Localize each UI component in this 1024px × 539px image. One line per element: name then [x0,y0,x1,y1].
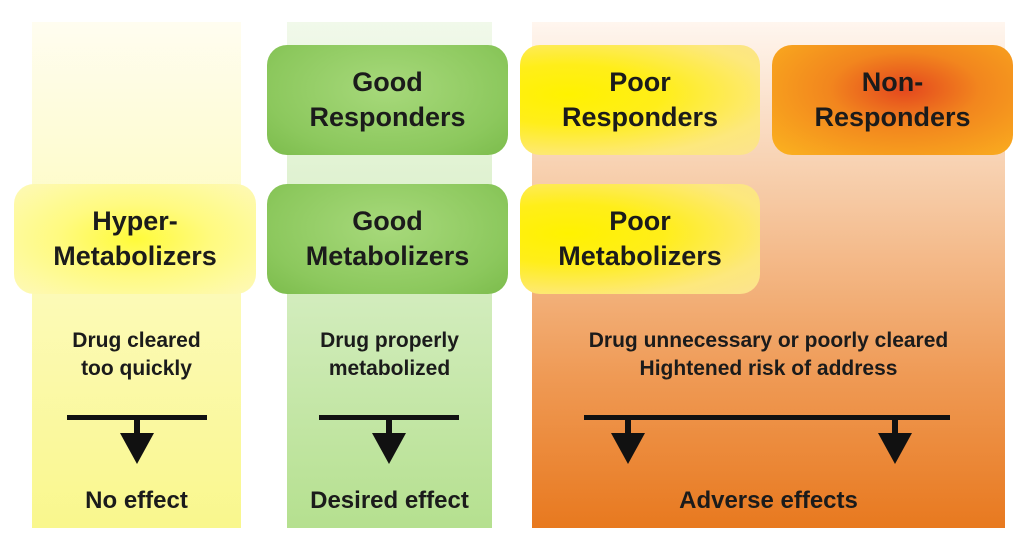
desired-effect-label: Desired effect [310,487,469,514]
hyper-metabolizers-box: Hyper- Metabolizers [14,184,256,294]
hyper-arrow [67,415,207,464]
good-responders-box: Good Responders [267,45,508,155]
hyper-description: Drug cleared too quickly [72,329,201,380]
no-effect-label: No effect [85,487,188,514]
good-arrow [319,415,459,464]
poor-metabolizers-box: Poor Metabolizers [520,184,760,294]
good-description: Drug properly metabolized [320,329,459,380]
good-metabolizers-box: Good Metabolizers [267,184,508,294]
poor-responders-box: Poor Responders [520,45,760,155]
adverse-effects-label: Adverse effects [679,487,858,514]
poor-arrows [584,415,950,464]
non-responders-box: Non- Responders [772,45,1013,155]
poor-description: Drug unnecessary or poorly cleared Hight… [588,329,949,380]
